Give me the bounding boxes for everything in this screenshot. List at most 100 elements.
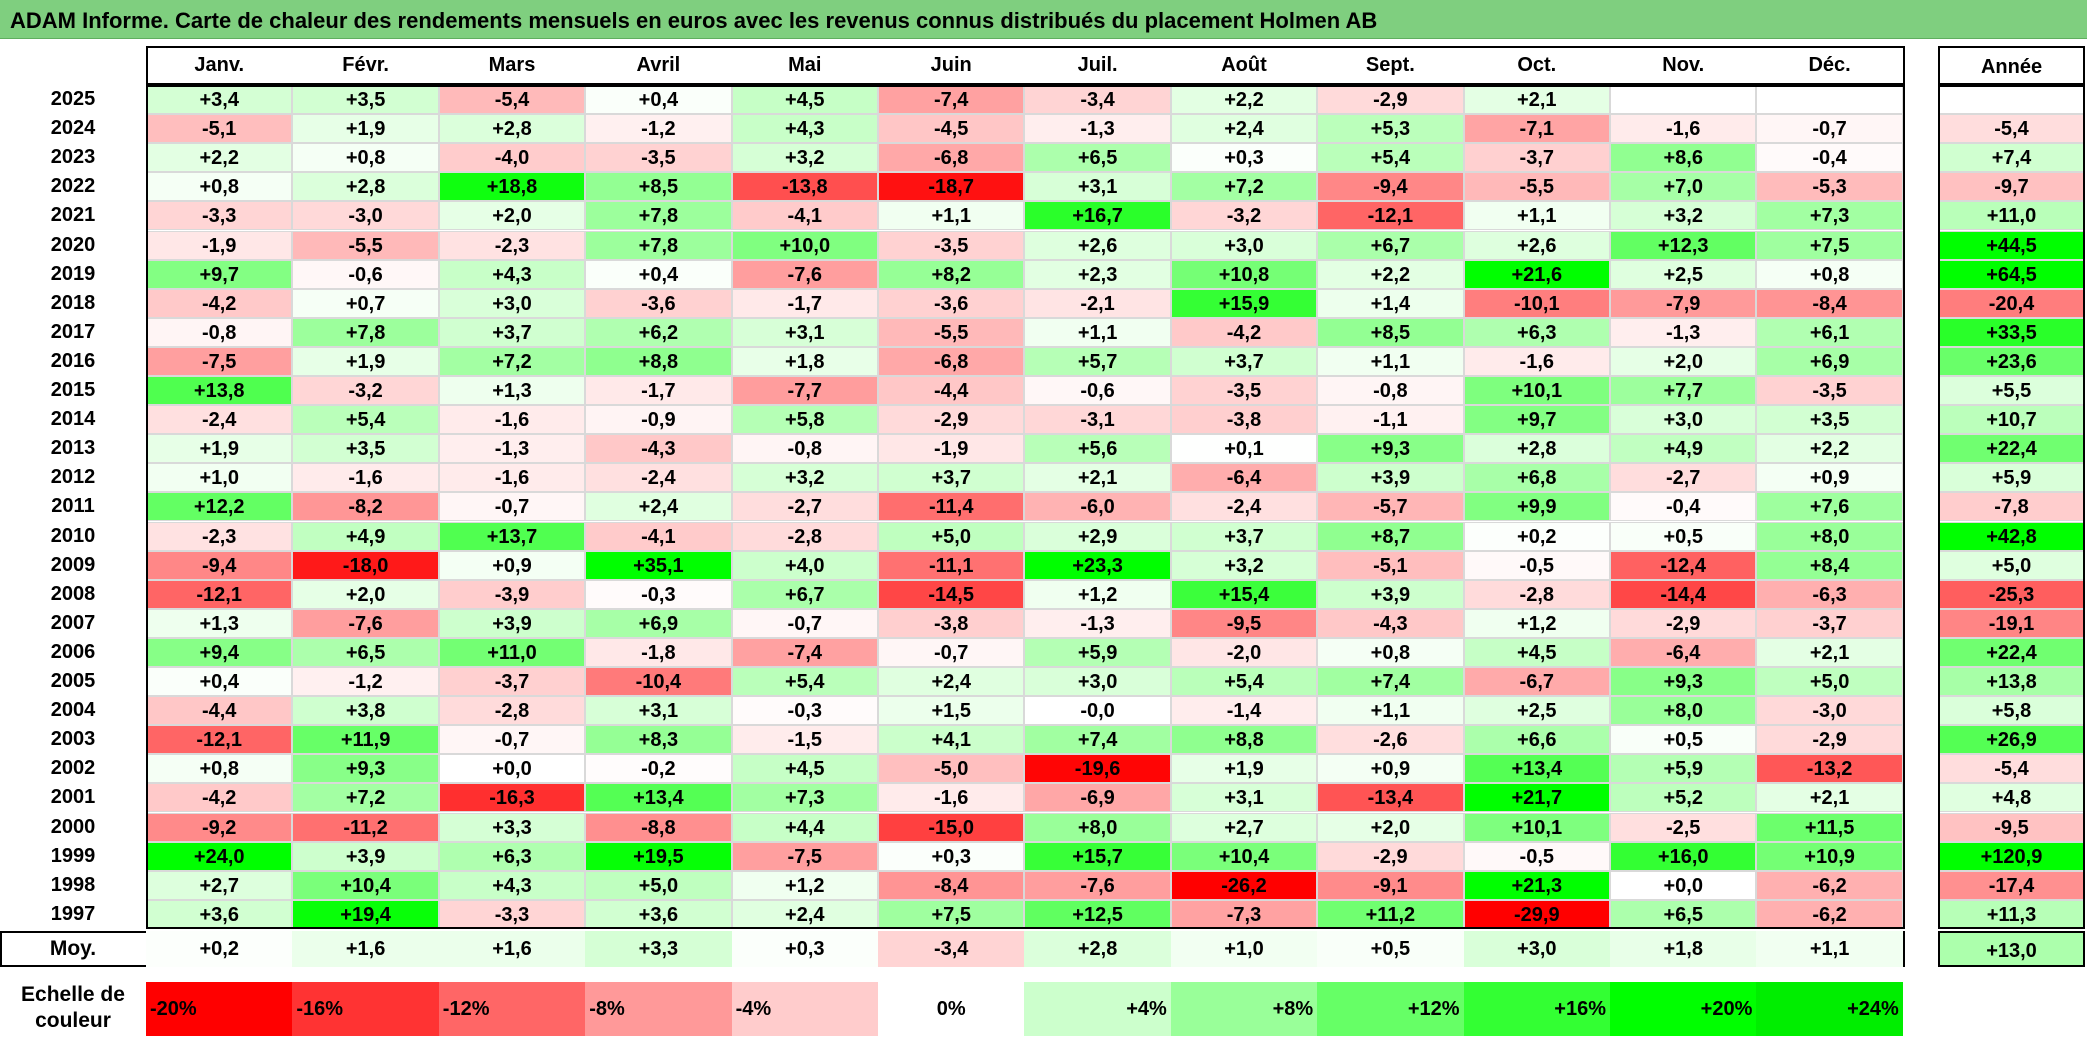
year-label: 2024 — [50, 117, 96, 140]
annual-cell: +120,9 — [1938, 841, 2085, 871]
heatmap-cell: -1,9 — [146, 230, 293, 260]
heatmap-cell: +2,1 — [1024, 463, 1171, 493]
heatmap-cell: -18,0 — [292, 550, 439, 580]
year-label: 2014 — [50, 408, 96, 431]
year-label: 2007 — [50, 611, 96, 634]
heatmap-cell: +0,5 — [1610, 521, 1757, 551]
heatmap-cell: +6,7 — [731, 579, 878, 609]
heatmap-cell: -0,8 — [1317, 376, 1464, 406]
annual-cell: -19,1 — [1938, 608, 2085, 638]
heatmap-cell: -1,9 — [878, 434, 1025, 464]
year-label: 2017 — [50, 320, 96, 343]
average-cell: +0,5 — [1317, 930, 1464, 967]
heatmap-cell: -3,1 — [1024, 405, 1171, 435]
heatmap-cell: +0,0 — [1610, 870, 1757, 900]
heatmap-cell: +1,9 — [146, 434, 293, 464]
heatmap-cell: +10,1 — [1463, 376, 1610, 406]
heatmap-cell: +5,0 — [1756, 667, 1903, 697]
heatmap-cell: +6,5 — [1024, 143, 1171, 173]
year-label: 2019 — [50, 262, 96, 285]
heatmap-cell: +3,2 — [1610, 201, 1757, 231]
heatmap-cell: -5,5 — [878, 317, 1025, 347]
heatmap-cell: +5,7 — [1024, 346, 1171, 376]
heatmap-cell: -2,9 — [1317, 85, 1464, 115]
heatmap-cell: -7,4 — [731, 637, 878, 667]
annual-cell: +22,4 — [1938, 637, 2085, 667]
heatmap-cell: +7,3 — [1756, 201, 1903, 231]
heatmap-cell: +4,0 — [731, 550, 878, 580]
heatmap-cell: +7,3 — [731, 783, 878, 813]
heatmap-cell: +5,2 — [1610, 783, 1757, 813]
heatmap-cell: -0,5 — [1463, 841, 1610, 871]
heatmap-cell: -14,4 — [1610, 579, 1757, 609]
average-annual-cell: +13,0 — [1938, 930, 2085, 967]
heatmap-cell: +7,5 — [1756, 230, 1903, 260]
year-label: 2021 — [50, 204, 96, 227]
heatmap-cell: +1,3 — [438, 376, 586, 406]
heatmap-cell: -1,3 — [438, 434, 586, 464]
heatmap-cell: +8,7 — [1317, 521, 1464, 551]
heatmap-cell: +4,9 — [292, 521, 439, 551]
heatmap-cell: -8,8 — [585, 812, 732, 842]
year-label: 1998 — [50, 873, 96, 896]
heatmap-cell: -16,3 — [438, 783, 586, 813]
heatmap-cell: +11,5 — [1756, 812, 1903, 842]
heatmap-cell: +4,1 — [878, 725, 1025, 755]
heatmap-cell: +5,4 — [1170, 667, 1318, 697]
heatmap-cell: +7,4 — [1317, 667, 1464, 697]
annual-cell: +22,4 — [1938, 434, 2085, 464]
heatmap-cell: +3,3 — [438, 812, 586, 842]
heatmap-cell: -7,6 — [292, 608, 439, 638]
heatmap-cell: +1,8 — [731, 346, 878, 376]
heatmap-cell: +3,6 — [146, 899, 293, 929]
year-label: 2015 — [50, 379, 96, 401]
heatmap-cell: +0,8 — [292, 143, 439, 173]
average-cell: +1,6 — [292, 930, 439, 967]
heatmap-cell: +7,2 — [1170, 172, 1318, 202]
heatmap-cell: +12,2 — [146, 492, 293, 522]
heatmap-cell: -7,3 — [1170, 899, 1318, 929]
heatmap-cell: -1,4 — [1170, 696, 1318, 726]
heatmap-cell: +3,6 — [585, 899, 732, 929]
heatmap-cell: +2,4 — [878, 667, 1025, 697]
average-label: Moy. — [49, 936, 97, 960]
heatmap-cell: +5,0 — [878, 521, 1025, 551]
heatmap-cell: -3,5 — [878, 230, 1025, 260]
average-cell: -3,4 — [878, 930, 1025, 967]
heatmap-cell: -18,7 — [878, 172, 1025, 202]
color-scale-swatch: +20% — [1610, 982, 1757, 1036]
year-column-header: Année — [1938, 46, 2085, 85]
heatmap-cell: +3,0 — [1170, 230, 1318, 260]
heatmap-cell: -2,6 — [1317, 725, 1464, 755]
heatmap-cell: -9,4 — [146, 550, 293, 580]
heatmap-cell: +1,2 — [1024, 579, 1171, 609]
heatmap-cell: -9,1 — [1317, 870, 1464, 900]
year-label: 1997 — [50, 902, 96, 925]
heatmap-cell: +7,2 — [438, 346, 586, 376]
heatmap-cell: -4,0 — [438, 143, 586, 173]
average-cell: +1,6 — [438, 930, 586, 967]
heatmap-cell: -1,2 — [585, 114, 732, 144]
heatmap-cell: +3,1 — [731, 317, 878, 347]
annual-cell: +11,0 — [1938, 201, 2085, 231]
heatmap-cell: +24,0 — [146, 841, 293, 871]
heatmap-cell: -3,4 — [1024, 85, 1171, 115]
heatmap-cell: +6,3 — [1463, 317, 1610, 347]
heatmap-cell: -3,5 — [585, 143, 732, 173]
heatmap-cell: +13,8 — [146, 376, 293, 406]
heatmap-cell: +3,7 — [1170, 346, 1318, 376]
heatmap-cell: -2,8 — [731, 521, 878, 551]
heatmap-cell: -7,1 — [1463, 114, 1610, 144]
heatmap-cell: +6,5 — [292, 637, 439, 667]
annual-cell: -5,4 — [1938, 114, 2085, 144]
heatmap-cell: +0,0 — [438, 754, 586, 784]
heatmap-cell: -2,4 — [585, 463, 732, 493]
month-header: Avril — [636, 54, 681, 76]
heatmap-cell: -6,2 — [1756, 870, 1903, 900]
heatmap-cell: +10,4 — [292, 870, 439, 900]
heatmap-cell — [1610, 85, 1757, 115]
heatmap-cell: +0,9 — [438, 550, 586, 580]
heatmap-cell: +2,5 — [1610, 259, 1757, 289]
year-label: 2009 — [50, 553, 96, 576]
heatmap-cell: -3,3 — [146, 201, 293, 231]
